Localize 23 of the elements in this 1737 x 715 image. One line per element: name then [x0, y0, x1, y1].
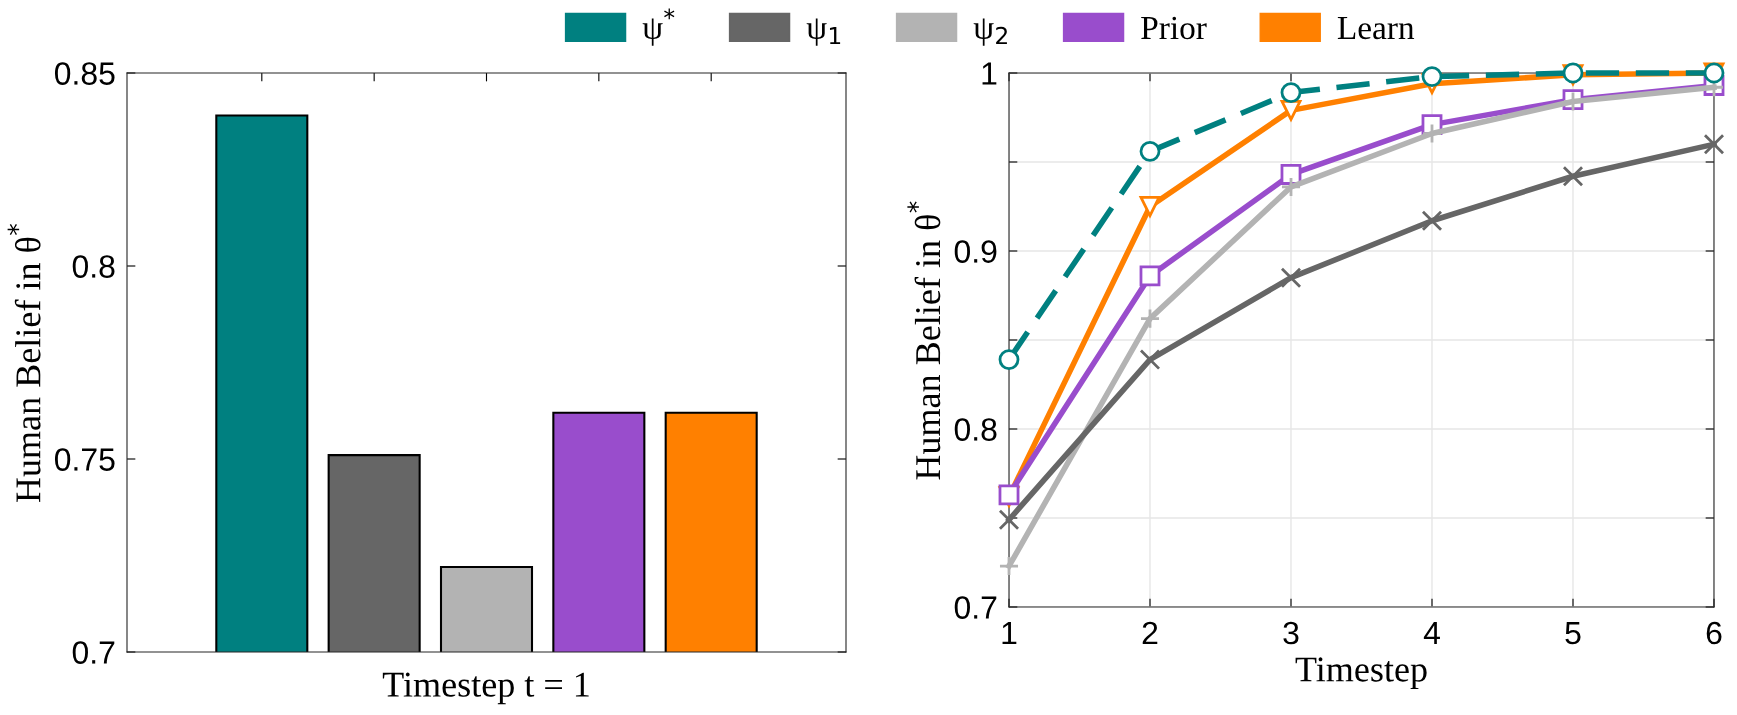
- x-tick-label: 4: [1423, 622, 1440, 645]
- y-tick-label: 0.9: [954, 240, 997, 263]
- y-tick-label: 0.8: [954, 418, 997, 441]
- x-tick-label: 6: [1706, 621, 1722, 645]
- x-tick-label: 3: [1283, 621, 1299, 645]
- y-axis-title: Human Belief in θ$^{*}$: [907, 201, 941, 480]
- legend-label: ψ$_{1}$: [806, 18, 841, 46]
- x-tick-label: 5: [1565, 622, 1581, 645]
- y-tick-label: 0.7: [954, 596, 997, 619]
- y-tick-label: 0.7: [72, 641, 115, 664]
- x-axis-title: Timestep t = 1: [382, 672, 589, 705]
- x-axis-title: Timestep: [1295, 657, 1427, 689]
- y-tick-label: 0.75: [54, 448, 115, 471]
- legend-label: Prior: [1141, 16, 1207, 40]
- x-tick-label: 2: [1142, 621, 1158, 645]
- y-axis-title: Human Belief in θ$^{*}$: [7, 223, 41, 503]
- y-tick-label: 1: [982, 62, 997, 85]
- y-tick-label: 0.8: [72, 255, 115, 278]
- y-tick-label: 0.85: [54, 62, 115, 85]
- x-tick-label: 1: [1002, 622, 1017, 645]
- legend-label: ψ$^{*}$: [642, 8, 675, 46]
- legend-label: Learn: [1337, 17, 1415, 40]
- legend-label: ψ$_{2}$: [973, 18, 1007, 46]
